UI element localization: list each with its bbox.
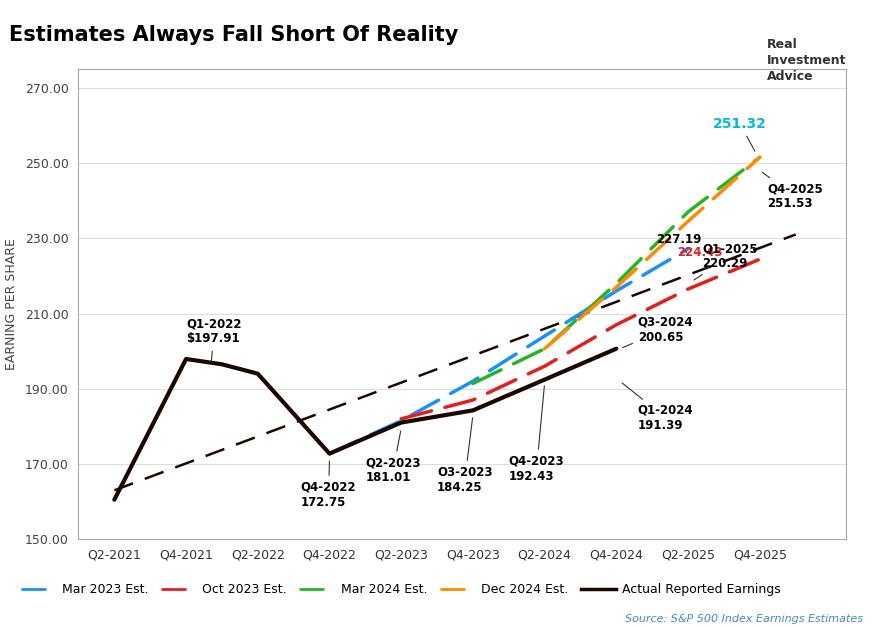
Text: 227.19: 227.19 bbox=[656, 233, 701, 253]
Text: 251.32: 251.32 bbox=[713, 117, 767, 151]
Text: O3-2023
184.25: O3-2023 184.25 bbox=[437, 418, 493, 494]
Text: Q4-2022
172.75: Q4-2022 172.75 bbox=[301, 461, 357, 509]
Text: Q4-2025
251.53: Q4-2025 251.53 bbox=[762, 172, 822, 210]
Text: Q1-2022
$197.91: Q1-2022 $197.91 bbox=[186, 317, 242, 362]
Text: Q1-2024
191.39: Q1-2024 191.39 bbox=[622, 383, 693, 432]
Text: Q4-2023
192.43: Q4-2023 192.43 bbox=[508, 386, 564, 483]
Text: Source: S&P 500 Index Earnings Estimates: Source: S&P 500 Index Earnings Estimates bbox=[625, 614, 863, 624]
Text: Real
Investment
Advice: Real Investment Advice bbox=[767, 38, 847, 83]
Legend: Mar 2023 Est., Oct 2023 Est., Mar 2024 Est., Dec 2024 Est., Actual Reported Earn: Mar 2023 Est., Oct 2023 Est., Mar 2024 E… bbox=[16, 578, 786, 601]
Text: Q2-2023
181.01: Q2-2023 181.01 bbox=[365, 431, 421, 485]
Text: Q3-2024
200.65: Q3-2024 200.65 bbox=[623, 315, 693, 347]
Text: Q1-2025
220.29: Q1-2025 220.29 bbox=[694, 242, 758, 280]
Text: 224.43: 224.43 bbox=[678, 246, 723, 268]
Y-axis label: EARNING PER SHARE: EARNING PER SHARE bbox=[5, 238, 18, 370]
Text: Estimates Always Fall Short Of Reality: Estimates Always Fall Short Of Reality bbox=[9, 25, 458, 45]
